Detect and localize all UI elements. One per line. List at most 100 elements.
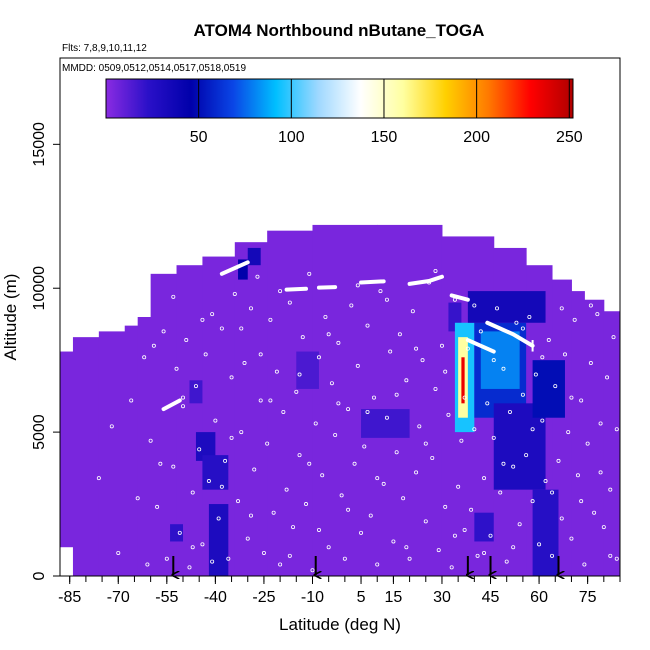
sample-point [423,441,428,446]
sample-point [164,556,169,561]
sample-point [329,381,334,386]
sample-point [585,441,590,446]
heatmap-column [267,230,313,576]
sample-point [274,369,279,374]
sample-point [304,502,309,507]
sample-point [171,464,176,469]
sample-point [142,355,147,360]
x-tick-label: 15 [385,589,403,606]
heatmap-cell [532,489,559,576]
flight-track [245,225,270,233]
sample-point [355,283,360,288]
sample-point [310,568,315,573]
sample-point [248,306,253,311]
sample-point [181,395,186,400]
sample-point [148,438,153,443]
sample-point [520,326,525,331]
sample-point [381,481,386,486]
sample-point [362,444,367,449]
heatmap-cell [532,360,565,418]
flight-track [161,398,182,412]
sample-point [443,504,448,509]
heatmap-cell [461,357,465,404]
heatmap-column [72,337,100,576]
sample-point [326,545,331,550]
sample-point [187,565,192,570]
sample-point [507,409,512,414]
x-tick-label: -40 [204,589,227,606]
x-tick-label: 60 [530,589,548,606]
sample-point [527,314,532,319]
sample-point [216,516,221,521]
heatmap-column [603,311,620,576]
flights-note: Flts: 7,8,9,10,11,12 [62,43,147,54]
sample-point [465,346,470,351]
heatmap-column [571,291,585,576]
sample-point [449,565,454,570]
sample-point [501,461,506,466]
sample-point [404,545,409,550]
sample-point [482,476,487,481]
heatmap-cell [208,504,229,576]
sample-point [537,542,542,547]
sample-point [352,461,357,466]
sample-point [239,326,244,331]
sample-point [614,427,619,432]
sample-point [530,427,535,432]
x-tick-label: -55 [155,589,178,606]
sample-point [517,522,522,527]
sample-point [414,470,419,475]
sample-point [608,553,613,558]
sample-point [239,430,244,435]
sample-point [420,358,425,363]
sample-point [336,401,341,406]
sample-point [268,317,273,322]
sample-point [96,476,101,481]
sample-point [155,504,160,509]
sample-point [614,556,619,561]
sample-point [394,450,399,455]
sample-point [355,363,360,368]
sample-point [346,507,351,512]
sample-point [307,271,312,276]
heatmap-cell [361,409,410,438]
heatmap-column [124,325,139,576]
sample-point [219,484,224,489]
sample-point [349,303,354,308]
sample-point [284,487,289,492]
sample-point [410,309,415,314]
sample-point [511,545,516,550]
x-tick-label: 5 [357,589,366,606]
colorbar-tick-label: 150 [371,129,398,146]
sample-point [540,418,545,423]
chart-title: ATOM4 Northbound nButane_TOGA [194,21,485,40]
x-tick-label: -10 [301,589,324,606]
sample-point [491,435,496,440]
heatmap-cell [195,432,216,461]
flight-track [465,338,496,354]
sample-point [171,294,176,299]
sample-points [96,268,619,573]
sample-point [488,533,493,538]
sample-point [540,355,545,360]
sample-point [572,317,577,322]
heatmap-cell [189,380,203,404]
sample-point [300,335,305,340]
sample-point [265,441,270,446]
flight-track [219,260,250,276]
sample-point [287,300,292,305]
heatmap-cell [170,524,184,542]
sample-point [436,548,441,553]
sample-point [177,530,182,535]
sample-point [394,392,399,397]
plot-frame [59,57,621,577]
sample-point [210,559,215,564]
heatmap-column [312,224,378,576]
sample-point [203,352,208,357]
y-tick-label: 0 [31,571,48,580]
sample-point [401,496,406,501]
sample-point [559,306,564,311]
colorbar-tick-label: 250 [556,129,583,146]
sample-point [145,562,150,567]
sample-point [135,496,140,501]
